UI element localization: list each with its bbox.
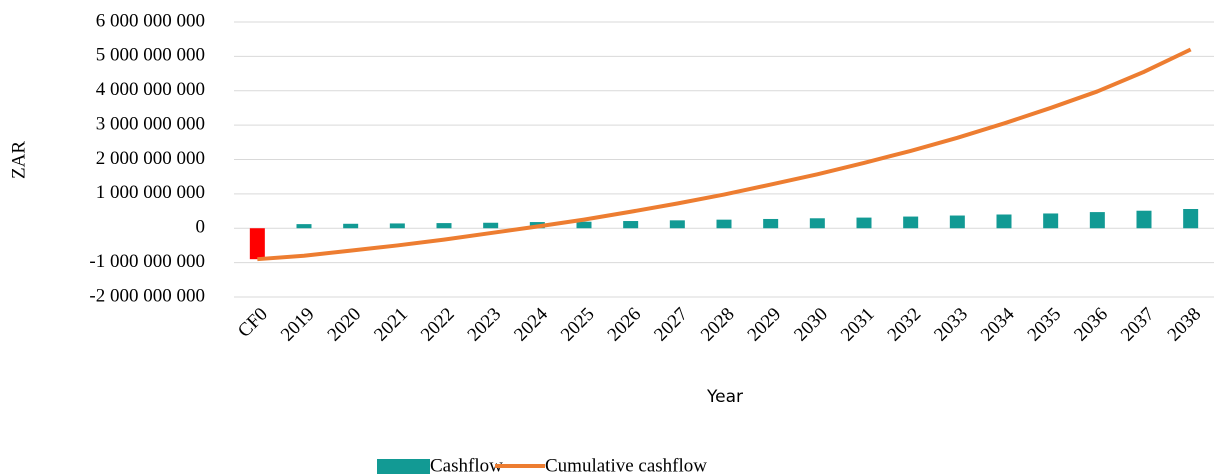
bar — [856, 217, 872, 229]
x-tick-label: 2029 — [744, 304, 786, 346]
x-tick-label: 2038 — [1164, 304, 1206, 346]
x-tick-label: 2022 — [417, 304, 459, 346]
x-tick-label: 2033 — [930, 304, 972, 346]
bar — [1043, 213, 1059, 229]
bar — [903, 216, 919, 229]
x-tick-label: 2032 — [884, 304, 926, 346]
bar — [389, 223, 405, 229]
y-tick-label: 0 — [196, 217, 206, 238]
x-tick-label: 2023 — [464, 304, 506, 346]
bar — [623, 221, 639, 229]
legend-label: Cumulative cashflow — [545, 455, 707, 476]
x-axis-label: Year — [706, 387, 743, 407]
y-tick-label: 4 000 000 000 — [96, 79, 205, 100]
x-tick-label: 2030 — [790, 304, 832, 346]
bar — [716, 219, 732, 229]
bar — [763, 218, 779, 229]
bar — [296, 224, 312, 229]
line — [257, 47, 1192, 262]
x-tick-label: 2028 — [697, 304, 739, 346]
bar — [343, 223, 359, 229]
y-tick-label: -2 000 000 000 — [89, 285, 205, 306]
y-tick-label: 3 000 000 000 — [96, 113, 205, 134]
y-tick-label: 6 000 000 000 — [96, 10, 205, 31]
x-tick-label: 2034 — [977, 303, 1019, 345]
y-tick-label: 2 000 000 000 — [96, 148, 205, 169]
x-tick-label: 2031 — [837, 304, 879, 346]
bar — [809, 218, 825, 229]
y-tick-label: 1 000 000 000 — [96, 182, 205, 203]
bar — [1136, 210, 1152, 229]
bar — [436, 223, 452, 229]
bar — [1089, 212, 1105, 229]
x-tick-label: 2021 — [370, 304, 412, 346]
bar — [996, 214, 1012, 229]
legend-swatch — [377, 459, 430, 474]
bar — [249, 228, 265, 260]
x-tick-label: 2036 — [1070, 304, 1112, 346]
bar — [483, 222, 499, 229]
x-tick-label: 2035 — [1024, 304, 1066, 346]
bar — [949, 215, 965, 229]
x-tick-label: 2027 — [650, 304, 692, 346]
y-tick-label: 5 000 000 000 — [96, 45, 205, 66]
bar — [1183, 209, 1199, 229]
legend-label: Cashflow — [430, 455, 503, 476]
bar — [669, 220, 685, 229]
y-axis-label: ZAR — [8, 141, 29, 179]
x-tick-label: 2019 — [277, 304, 319, 346]
x-tick-label: 2037 — [1117, 304, 1159, 346]
x-tick-label: 2026 — [604, 304, 646, 346]
x-tick-label: 2025 — [557, 304, 599, 346]
x-tick-label: 2020 — [324, 304, 366, 346]
x-tick-label: CF0 — [234, 304, 272, 342]
x-tick-label: 2024 — [510, 303, 552, 345]
bar — [576, 221, 592, 229]
y-tick-label: -1 000 000 000 — [89, 251, 205, 272]
